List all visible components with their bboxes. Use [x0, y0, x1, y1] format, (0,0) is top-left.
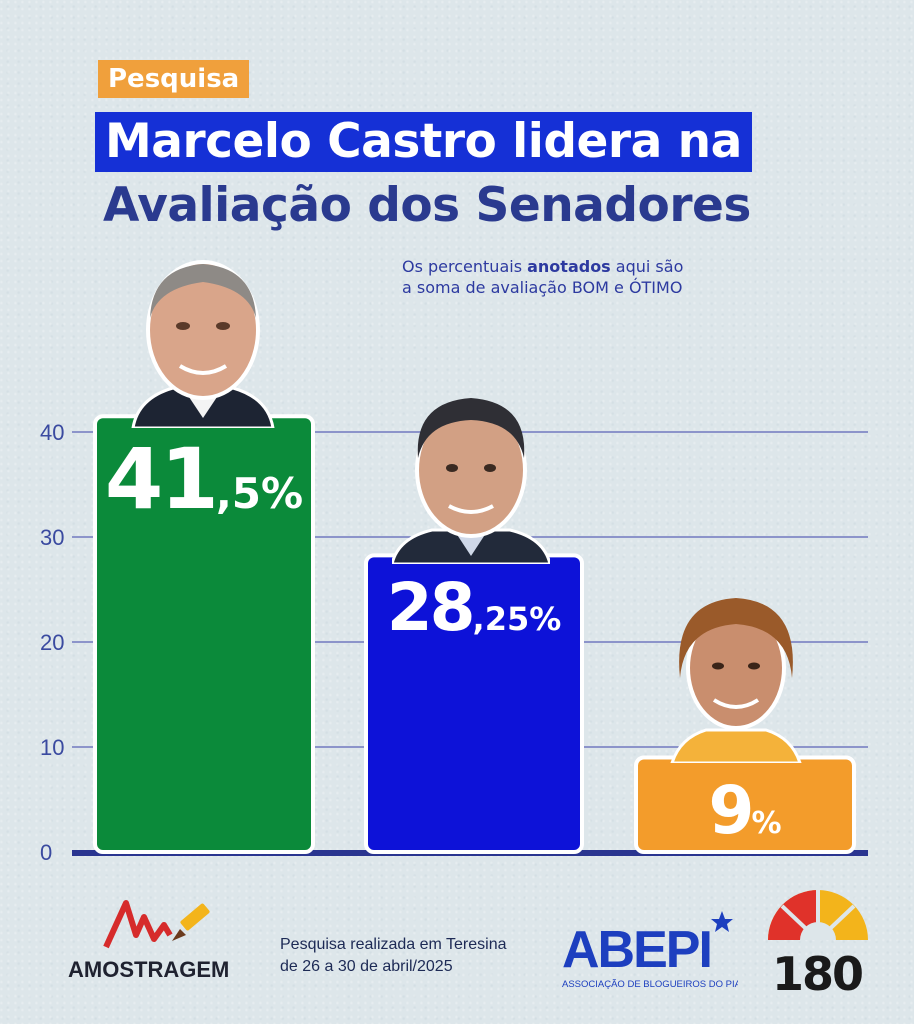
note-text-1: Os percentuais [402, 257, 528, 276]
survey-info: Pesquisa realizada em Teresina de 26 a 3… [280, 934, 507, 978]
y-tick-label: 20 [40, 630, 64, 655]
bar-value-label-1: 41,5% [95, 430, 313, 528]
y-tick-label: 40 [40, 420, 64, 445]
star-icon [711, 911, 733, 932]
abepi-subtitle: ASSOCIAÇÃO DE BLOGUEIROS DO PIAUÍ [562, 979, 738, 990]
survey-info-line2: de 26 a 30 de abril/2025 [280, 958, 453, 975]
logo-180-number: 180 [772, 947, 862, 998]
amostragem-wordmark: AMOSTRAGEM [68, 957, 229, 982]
bar-value-int: 28 [386, 569, 476, 647]
headline-line2: Avaliação dos Senadores [103, 178, 751, 233]
bar-value-label-3: 9% [636, 772, 854, 849]
candidate-photo-3 [670, 598, 802, 763]
y-tick-label: 30 [40, 525, 64, 550]
bar-value-label-2: 28,25% [366, 569, 582, 646]
note-text-2: aqui são [610, 257, 684, 276]
logo-180: 180 [768, 890, 868, 998]
candidate-photo-2 [392, 398, 550, 564]
note-line-2: a soma de avaliação BOM e ÓTIMO [402, 278, 683, 297]
note-bold: anotados [527, 257, 611, 276]
abepi-wordmark: ABEPI [562, 921, 711, 979]
bar-value-dec: % [751, 805, 782, 841]
percent-note: Os percentuais anotados aqui são a soma … [402, 256, 683, 298]
abepi-logo: ABEPI ASSOCIAÇÃO DE BLOGUEIROS DO PIAUÍ [562, 911, 738, 990]
section-tag: Pesquisa [98, 60, 250, 98]
amostragem-logo: AMOSTRAGEM [68, 900, 229, 982]
bar-value-dec: ,5% [215, 469, 304, 519]
bar-value-int: 41 [104, 430, 219, 529]
candidate-photo-1 [131, 260, 275, 428]
y-tick-label: 10 [40, 735, 64, 760]
survey-info-line1: Pesquisa realizada em Teresina [280, 936, 507, 953]
headline-line1: Marcelo Castro lidera na [95, 112, 752, 172]
bar-value-int: 9 [708, 771, 755, 849]
y-tick-label: 0 [40, 840, 52, 865]
bar-value-dec: ,25% [472, 600, 562, 639]
